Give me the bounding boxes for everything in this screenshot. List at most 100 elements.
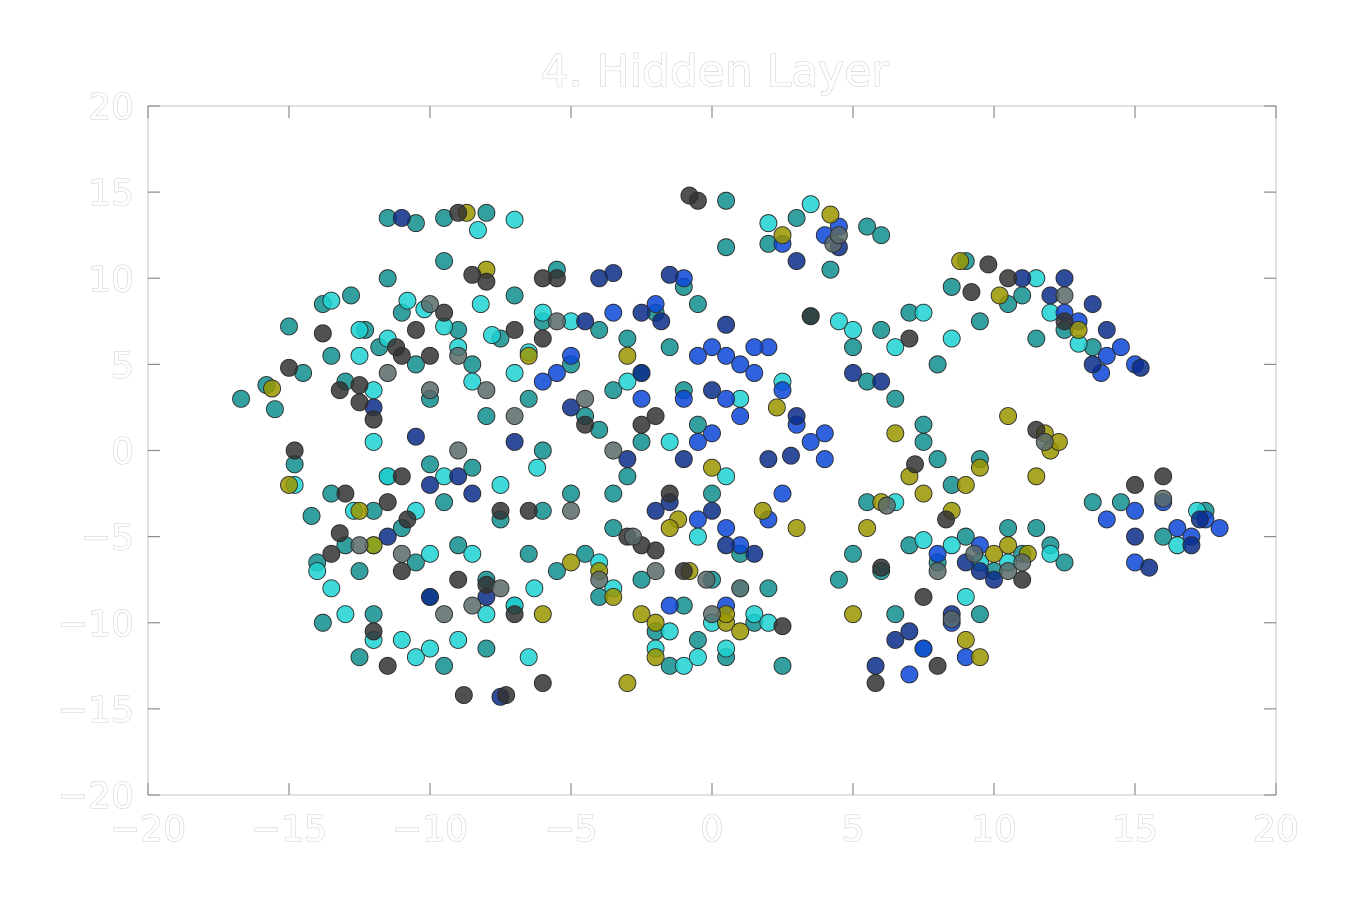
tick-labels: −20 −15 −10 −5 0 5 10 15 20 −20 −15 −10 −5 0 5 10 15 20 <box>57 86 1299 850</box>
scatter-point <box>782 446 800 465</box>
scatter-point <box>680 186 699 205</box>
scatter-point <box>660 519 679 537</box>
scatter-point <box>562 553 580 572</box>
scatter-point <box>1126 476 1144 494</box>
scatter-point <box>674 656 693 675</box>
scatter-point <box>1083 295 1102 314</box>
scatter-point <box>533 674 552 692</box>
scatter-point <box>435 493 454 512</box>
scatter-point <box>364 605 383 624</box>
scatter-point <box>900 665 919 684</box>
scatter-point <box>688 346 707 365</box>
scatter-point <box>285 441 304 460</box>
scatter-point <box>330 524 349 543</box>
scatter-point <box>866 656 885 675</box>
scatter-point <box>364 410 383 429</box>
scatter-point <box>1041 544 1060 563</box>
scatter-point <box>322 544 341 563</box>
scatter-point <box>829 226 848 245</box>
scatter-point <box>604 441 623 460</box>
scatter-point <box>350 501 369 520</box>
scatter-point <box>999 562 1018 581</box>
y-tick-label: 0 <box>111 432 134 473</box>
scatter-point <box>471 295 490 314</box>
scatter-point <box>956 476 975 494</box>
scatter-point <box>1154 489 1173 508</box>
scatter-point <box>985 544 1003 563</box>
scatter-point <box>519 346 538 365</box>
scatter-point <box>533 372 552 391</box>
scatter-point <box>342 286 360 305</box>
x-tick-label: −10 <box>392 809 468 850</box>
scatter-point <box>547 364 566 382</box>
scatter-point <box>392 562 411 581</box>
scatter-point <box>660 484 679 503</box>
scatter-point <box>703 424 721 443</box>
scatter-point <box>590 570 609 589</box>
scatter-point <box>1013 553 1032 572</box>
scatter-point <box>483 326 501 345</box>
scatter-point <box>1097 510 1116 529</box>
scatter-point <box>1083 493 1102 512</box>
scatter-point <box>618 372 637 391</box>
scatter-point <box>787 407 806 425</box>
y-tick-label: −15 <box>58 690 134 731</box>
scatter-point <box>449 346 468 365</box>
scatter-point <box>688 510 707 529</box>
scatter-point <box>468 221 487 239</box>
scatter-point <box>533 269 552 288</box>
scatter-point <box>547 562 566 581</box>
scatter-point <box>731 355 750 374</box>
scatter-point <box>618 674 637 692</box>
scatter-point <box>773 484 792 503</box>
scatter-point <box>1190 510 1209 529</box>
scatter-point <box>1131 358 1150 377</box>
scatter-point <box>914 415 933 434</box>
scatter-point <box>717 191 736 210</box>
scatter-point <box>787 252 806 270</box>
scatter-point <box>697 570 716 589</box>
scatter-point <box>928 450 947 469</box>
scatter-point <box>1154 467 1173 486</box>
scatter-point <box>858 217 877 236</box>
scatter-point <box>962 283 981 301</box>
scatter-point <box>1055 312 1074 331</box>
scatter-point <box>632 364 651 382</box>
scatter-point <box>942 277 961 296</box>
scatter-point <box>745 605 764 624</box>
scatter-point <box>1027 519 1046 537</box>
scatter-point <box>421 295 439 314</box>
scatter-point <box>519 501 538 520</box>
scatter-point <box>497 686 516 705</box>
scatter-point <box>914 303 933 322</box>
scatter-point <box>604 264 623 283</box>
scatter-point <box>632 605 651 624</box>
scatter-point <box>350 346 369 365</box>
scatter-point <box>463 596 482 615</box>
scatter-point <box>454 686 473 705</box>
scatter-point <box>1055 553 1074 572</box>
scatter-point <box>1097 346 1116 365</box>
scatter-point <box>336 484 355 503</box>
scatter-point <box>618 329 637 348</box>
scatter-point <box>421 381 439 400</box>
scatter-point <box>759 450 778 469</box>
scatter-point <box>646 295 665 314</box>
scatter-point <box>308 562 327 581</box>
scatter-point <box>336 605 355 624</box>
scatter-point <box>491 476 510 494</box>
scatter-point <box>942 610 961 629</box>
scatter-point <box>801 195 820 214</box>
scatter-point <box>745 338 764 357</box>
scatter-point <box>703 605 721 624</box>
data-points <box>232 186 1229 706</box>
scatter-point <box>533 441 552 460</box>
scatter-point <box>604 519 623 537</box>
scatter-point <box>525 579 544 598</box>
axes <box>147 105 1277 796</box>
scatter-point <box>435 303 454 322</box>
scatter-point <box>866 674 885 692</box>
scatter-point <box>232 389 251 408</box>
scatter-point <box>956 587 975 606</box>
scatter-point <box>350 536 369 555</box>
